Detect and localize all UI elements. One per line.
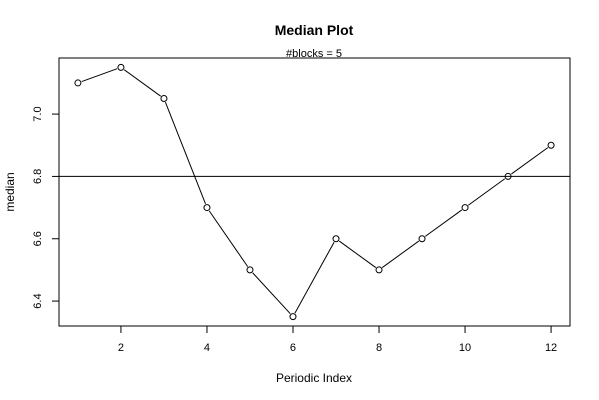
series-line-segment — [511, 147, 549, 175]
x-axis-label: Periodic Index — [276, 371, 352, 385]
x-tick-label: 2 — [118, 342, 124, 354]
y-tick-label: 6.6 — [32, 231, 44, 246]
plot-frame — [58, 57, 571, 327]
data-point — [289, 313, 297, 321]
series-line-segment — [81, 68, 118, 83]
data-point — [203, 204, 211, 212]
y-axis: 6.4 6.6 6.8 7.0 — [32, 106, 60, 309]
data-point — [504, 172, 512, 180]
data-point — [332, 235, 340, 243]
series-line-segment — [424, 209, 463, 237]
series-line-segment — [381, 240, 420, 268]
y-tick-label: 6.8 — [32, 169, 44, 184]
x-axis: 2 4 6 8 10 12 — [118, 325, 557, 354]
series-line-segment — [164, 102, 206, 205]
series-line-segment — [338, 240, 377, 268]
series-line-segment — [123, 69, 162, 97]
data-point — [246, 266, 254, 274]
data-point — [461, 204, 469, 212]
data-point — [375, 266, 383, 274]
x-tick-label: 10 — [459, 342, 471, 354]
median-series — [74, 63, 555, 321]
y-tick-label: 7.0 — [32, 106, 44, 121]
x-tick-label: 6 — [290, 342, 296, 354]
chart-title: Median Plot — [275, 22, 354, 38]
data-point — [160, 95, 168, 103]
data-point — [547, 141, 555, 149]
series-line-segment — [467, 178, 506, 206]
data-point — [117, 63, 125, 71]
chart-subtitle: #blocks = 5 — [286, 48, 342, 60]
series-line-segment — [252, 272, 291, 315]
y-tick-label: 6.4 — [32, 293, 44, 308]
x-tick-label: 4 — [204, 342, 210, 354]
series-line-segment — [208, 210, 249, 267]
data-point — [418, 235, 426, 243]
y-axis-label: median — [3, 172, 17, 211]
data-point — [74, 79, 82, 87]
series-line-segment — [294, 242, 335, 314]
x-tick-label: 8 — [376, 342, 382, 354]
x-tick-label: 12 — [545, 342, 557, 354]
